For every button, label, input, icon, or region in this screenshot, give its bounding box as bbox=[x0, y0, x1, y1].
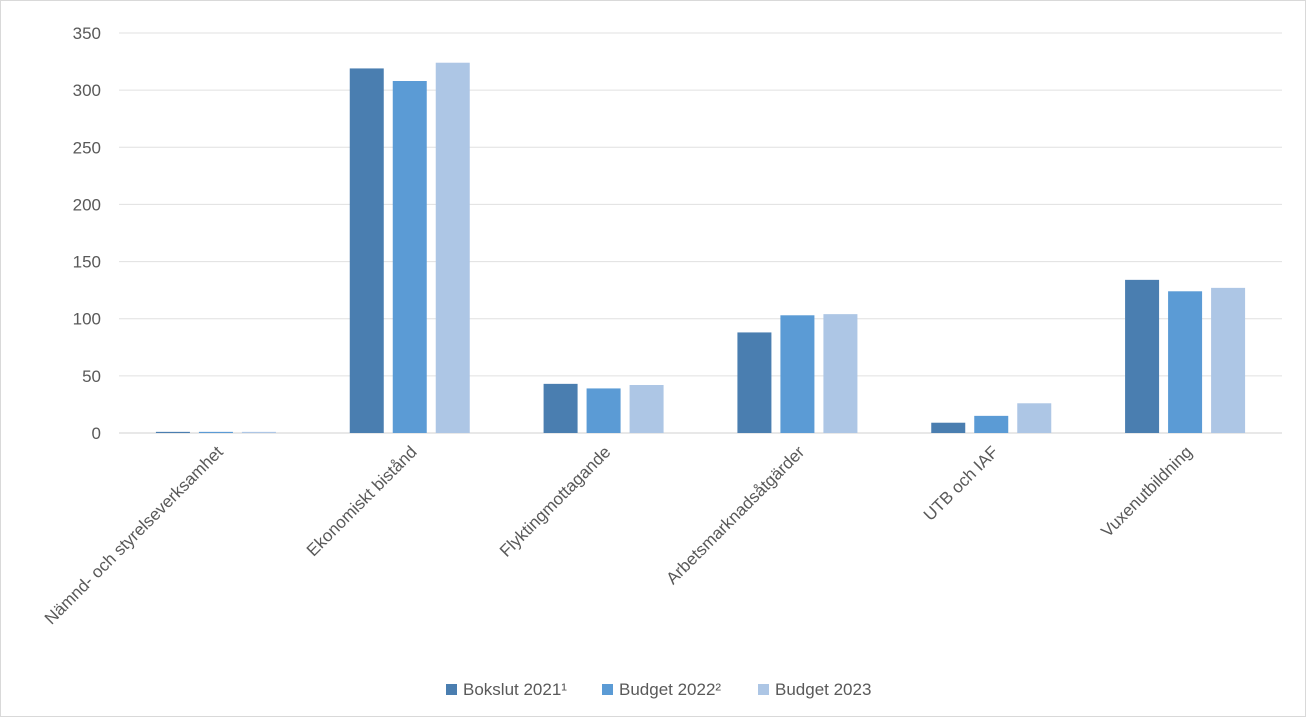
category-label: UTB och IAF bbox=[920, 442, 1002, 524]
y-tick-label: 300 bbox=[73, 81, 101, 100]
legend-label-3: Budget 2023 bbox=[775, 680, 871, 699]
legend-swatch-3 bbox=[758, 684, 769, 695]
bar-3-1 bbox=[241, 431, 276, 433]
bar-2-3 bbox=[586, 388, 621, 433]
bars bbox=[155, 62, 1246, 433]
bar-3-5 bbox=[1017, 403, 1052, 433]
y-tick-label: 0 bbox=[92, 424, 101, 443]
category-label: Flyktingmottagande bbox=[496, 442, 614, 560]
bar-2-2 bbox=[392, 81, 427, 433]
legend: Bokslut 2021¹ Budget 2022² Budget 2023 bbox=[446, 680, 871, 699]
legend-swatch-1 bbox=[446, 684, 457, 695]
y-tick-label: 100 bbox=[73, 310, 101, 329]
x-axis: Nämnd- och styrelseverksamhet Ekonomiskt … bbox=[41, 442, 1196, 628]
bar-1-3 bbox=[543, 383, 578, 433]
legend-label-1: Bokslut 2021¹ bbox=[463, 680, 567, 699]
bar-1-6 bbox=[1125, 279, 1160, 433]
bar-3-3 bbox=[629, 385, 664, 433]
category-label: Arbetsmarknadsåtgärder bbox=[663, 442, 809, 588]
bar-1-2 bbox=[349, 68, 384, 433]
bar-1-1 bbox=[155, 431, 190, 433]
y-tick-label: 150 bbox=[73, 253, 101, 272]
category-label: Ekonomiskt bistånd bbox=[303, 442, 421, 560]
bar-3-2 bbox=[435, 62, 470, 433]
bar-2-5 bbox=[974, 415, 1009, 433]
y-tick-label: 200 bbox=[73, 195, 101, 214]
bar-1-5 bbox=[931, 422, 966, 433]
y-tick-label: 350 bbox=[73, 24, 101, 43]
bar-2-4 bbox=[780, 315, 815, 433]
bar-3-6 bbox=[1211, 287, 1246, 433]
category-label: Vuxenutbildning bbox=[1097, 442, 1196, 541]
bar-2-6 bbox=[1168, 291, 1203, 433]
bar-2-1 bbox=[198, 431, 233, 433]
y-tick-label: 250 bbox=[73, 138, 101, 157]
y-tick-label: 50 bbox=[82, 367, 101, 386]
category-label: Nämnd- och styrelseverksamhet bbox=[41, 442, 227, 628]
bar-3-4 bbox=[823, 314, 858, 433]
legend-swatch-2 bbox=[602, 684, 613, 695]
gridlines bbox=[119, 32, 1282, 434]
bar-1-4 bbox=[737, 332, 772, 433]
legend-label-2: Budget 2022² bbox=[619, 680, 721, 699]
y-axis: 0 50 100 150 200 250 300 350 bbox=[73, 24, 101, 443]
